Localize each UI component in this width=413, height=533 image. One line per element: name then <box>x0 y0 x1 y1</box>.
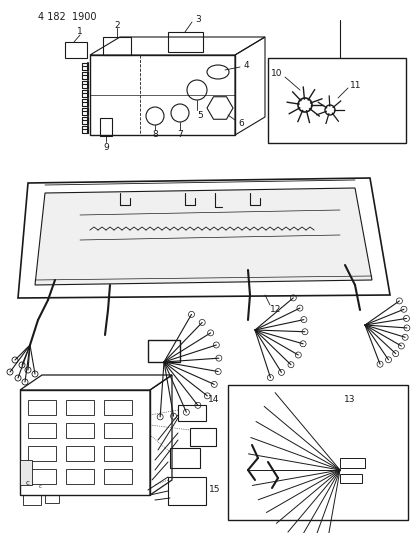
Text: 5: 5 <box>197 110 202 119</box>
Bar <box>28 423 56 438</box>
Bar <box>45 495 59 503</box>
Bar <box>28 446 56 461</box>
Bar <box>170 448 199 468</box>
Bar <box>104 446 132 461</box>
Bar <box>168 477 206 505</box>
Text: 8: 8 <box>152 130 157 139</box>
Text: c: c <box>26 480 30 486</box>
Text: 10: 10 <box>271 69 282 77</box>
Text: 13: 13 <box>344 395 355 405</box>
Bar <box>90 55 235 135</box>
Bar <box>66 423 94 438</box>
Bar <box>23 495 41 505</box>
Bar <box>147 340 180 362</box>
Bar <box>100 118 112 136</box>
Bar <box>20 390 150 495</box>
Bar <box>28 400 56 415</box>
Bar <box>65 42 87 58</box>
Bar <box>339 474 361 483</box>
Text: 3: 3 <box>195 14 200 23</box>
Bar <box>228 385 407 520</box>
Bar <box>339 458 364 468</box>
Text: 7: 7 <box>177 130 183 139</box>
Polygon shape <box>35 188 371 285</box>
Bar <box>28 469 56 484</box>
Bar <box>66 400 94 415</box>
Bar <box>104 423 132 438</box>
Bar <box>103 37 131 55</box>
Bar <box>178 405 206 421</box>
Bar <box>20 460 32 485</box>
Text: 2: 2 <box>114 20 119 29</box>
Text: 4: 4 <box>242 61 248 69</box>
Bar <box>168 32 202 52</box>
Text: 4 182  1900: 4 182 1900 <box>38 12 96 22</box>
Bar <box>104 469 132 484</box>
Text: 15: 15 <box>209 486 220 495</box>
Bar <box>66 446 94 461</box>
Bar <box>267 58 405 143</box>
Text: 11: 11 <box>349 80 361 90</box>
Text: 14: 14 <box>207 395 219 405</box>
Text: c: c <box>38 484 41 489</box>
Text: 1: 1 <box>77 27 83 36</box>
Text: 6: 6 <box>237 118 243 127</box>
Text: 9: 9 <box>103 142 109 151</box>
Text: 12: 12 <box>270 304 281 313</box>
Bar <box>104 400 132 415</box>
Bar <box>66 469 94 484</box>
Bar <box>190 428 216 446</box>
